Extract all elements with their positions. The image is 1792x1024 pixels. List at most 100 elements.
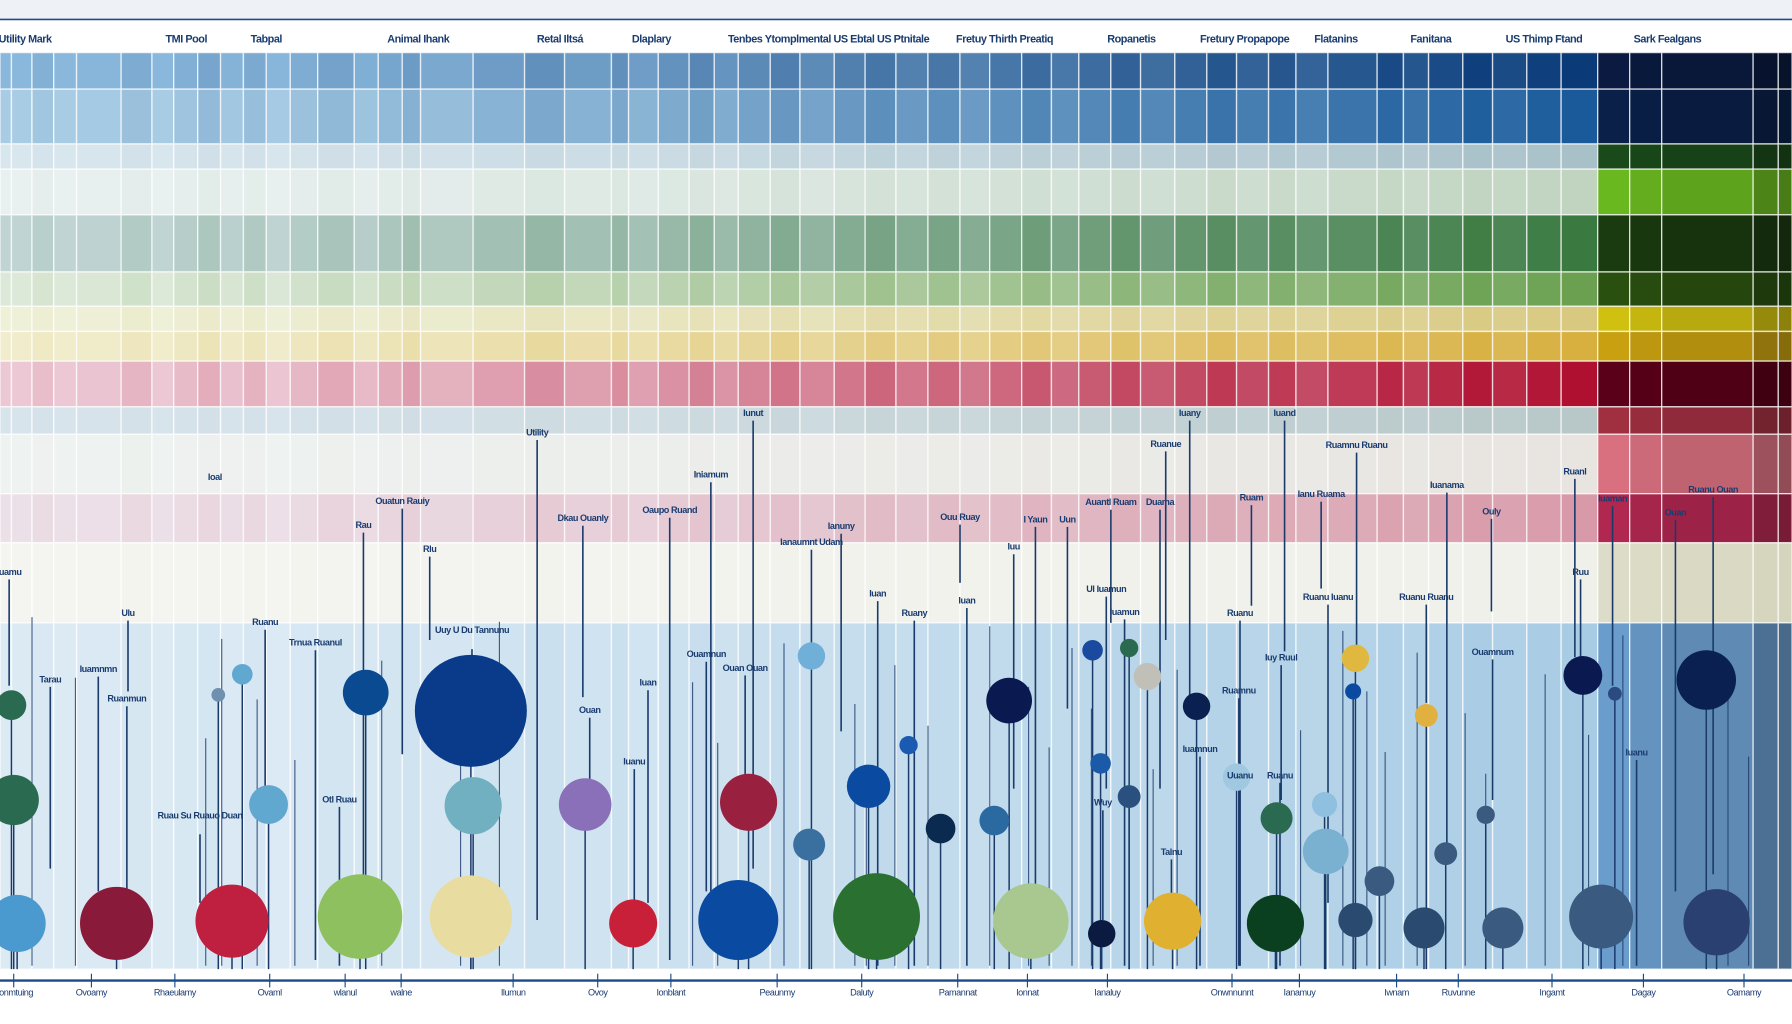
heatmap-cell bbox=[1402, 88, 1430, 145]
heatmap-cell bbox=[219, 406, 245, 435]
heatmap-cell bbox=[1777, 433, 1792, 495]
heatmap-cell bbox=[173, 88, 199, 145]
heatmap-cell bbox=[959, 622, 991, 970]
column-headers: Utility Mark TMI Pool Tabpal Animal Ihank Re… bbox=[0, 33, 1702, 45]
heatmap-cell bbox=[1050, 143, 1080, 170]
heatmap-cell bbox=[1206, 406, 1238, 435]
annotation-label: Ruamnu Ruanu bbox=[1326, 440, 1388, 450]
heatmap-cell bbox=[737, 143, 771, 170]
heatmap-cell bbox=[197, 88, 222, 145]
heatmap-cell bbox=[1174, 143, 1208, 170]
heatmap-cell bbox=[173, 330, 199, 362]
heatmap-cell bbox=[523, 88, 566, 145]
column-header: Animal Ihank bbox=[387, 33, 450, 45]
bubble-point bbox=[444, 777, 502, 835]
heatmap-cell bbox=[1235, 88, 1270, 145]
heatmap-cell bbox=[53, 214, 78, 273]
heatmap-cell bbox=[289, 143, 319, 170]
heatmap-cell bbox=[737, 330, 771, 362]
heatmap-cell bbox=[1491, 542, 1528, 624]
x-tick-label: Rhaeulamy bbox=[154, 987, 197, 997]
heatmap-cell bbox=[472, 51, 526, 90]
heatmap-cell bbox=[1777, 214, 1792, 273]
heatmap-cell bbox=[265, 433, 291, 495]
heatmap-cell bbox=[799, 330, 835, 362]
heatmap-cell bbox=[1295, 330, 1329, 362]
x-tick-label: Oamamy bbox=[1727, 987, 1762, 997]
heatmap-cell bbox=[1206, 622, 1238, 970]
heatmap-cell bbox=[1021, 330, 1053, 362]
heatmap-cell bbox=[1462, 406, 1494, 435]
heatmap-cell bbox=[1021, 360, 1053, 408]
heatmap-cell bbox=[353, 271, 379, 307]
heatmap-cell bbox=[1376, 542, 1405, 624]
heatmap-cell bbox=[1560, 271, 1599, 307]
heatmap-cell bbox=[769, 433, 801, 495]
heatmap-cell bbox=[151, 271, 175, 307]
annotation-label: Utility bbox=[526, 427, 550, 437]
heatmap-cell bbox=[289, 406, 319, 435]
heatmap-cell bbox=[1139, 406, 1176, 435]
annotations: Utility Ioal Ouatun Rauiy Rau Dkau Ouanly Oau… bbox=[0, 408, 1739, 857]
heatmap-cell bbox=[713, 493, 739, 544]
heatmap-cell bbox=[989, 168, 1023, 216]
heatmap-cell bbox=[10, 305, 33, 333]
heatmap-cell bbox=[401, 88, 422, 145]
heatmap-cell bbox=[0, 406, 13, 435]
heatmap-cell bbox=[927, 542, 961, 624]
heatmap-cell bbox=[769, 51, 801, 90]
heatmap-cell bbox=[737, 214, 771, 273]
heatmap-cell bbox=[472, 168, 526, 216]
heatmap-cell bbox=[1661, 214, 1754, 273]
heatmap-cell bbox=[1560, 305, 1599, 333]
heatmap-cell bbox=[927, 433, 961, 495]
heatmap-cell bbox=[989, 305, 1023, 333]
heatmap-cell bbox=[401, 271, 422, 307]
bubble-point bbox=[1345, 683, 1362, 700]
heatmap-cell bbox=[1752, 493, 1779, 544]
bubble-point bbox=[1338, 902, 1373, 938]
heatmap-cell bbox=[10, 542, 33, 624]
heatmap-cell bbox=[1427, 493, 1464, 544]
heatmap-cell bbox=[833, 51, 866, 90]
heatmap-cell bbox=[1402, 493, 1430, 544]
heatmap-cell bbox=[1050, 214, 1080, 273]
bubble-point bbox=[1608, 686, 1622, 701]
heatmap-cell bbox=[1427, 360, 1464, 408]
heatmap-cell bbox=[419, 214, 474, 273]
bubble-point bbox=[1676, 650, 1736, 710]
annotation-label: Iuaman bbox=[1598, 494, 1628, 504]
heatmap-cell bbox=[419, 305, 474, 333]
heatmap-cell bbox=[1560, 493, 1599, 544]
heatmap-cell bbox=[523, 360, 566, 408]
heatmap-cell bbox=[1235, 493, 1270, 544]
bubble-point bbox=[1569, 884, 1634, 949]
annotation-label: Iuan bbox=[958, 595, 976, 605]
heatmap-cell bbox=[657, 88, 690, 145]
annotation-label: Ouan bbox=[579, 705, 601, 715]
x-tick-label: Onwnnunnt bbox=[1211, 987, 1254, 997]
heatmap-cell bbox=[1376, 143, 1405, 170]
heatmap-cell bbox=[1078, 271, 1112, 307]
heatmap-cell bbox=[1629, 622, 1663, 970]
bubble-point bbox=[986, 677, 1032, 724]
heatmap-cell bbox=[1267, 271, 1297, 307]
heatmap-cell bbox=[219, 214, 245, 273]
bubble-point bbox=[0, 894, 46, 952]
heatmap-cell bbox=[75, 542, 122, 624]
heatmap-cell bbox=[1491, 88, 1528, 145]
heatmap-cell bbox=[31, 493, 55, 544]
heatmap-cell bbox=[1661, 168, 1754, 216]
heatmap-cell bbox=[523, 143, 566, 170]
heatmap-cell bbox=[1462, 168, 1494, 216]
heatmap-cell bbox=[1206, 51, 1238, 90]
bubble-point bbox=[195, 884, 269, 958]
heatmap-cell bbox=[959, 360, 991, 408]
heatmap-cell bbox=[353, 433, 379, 495]
heatmap-cell bbox=[627, 493, 659, 544]
bubble-point bbox=[429, 875, 512, 958]
heatmap-cell bbox=[289, 51, 319, 90]
heatmap-cell bbox=[610, 330, 630, 362]
heatmap-cell bbox=[1235, 406, 1270, 435]
bubble-point bbox=[1476, 805, 1495, 824]
